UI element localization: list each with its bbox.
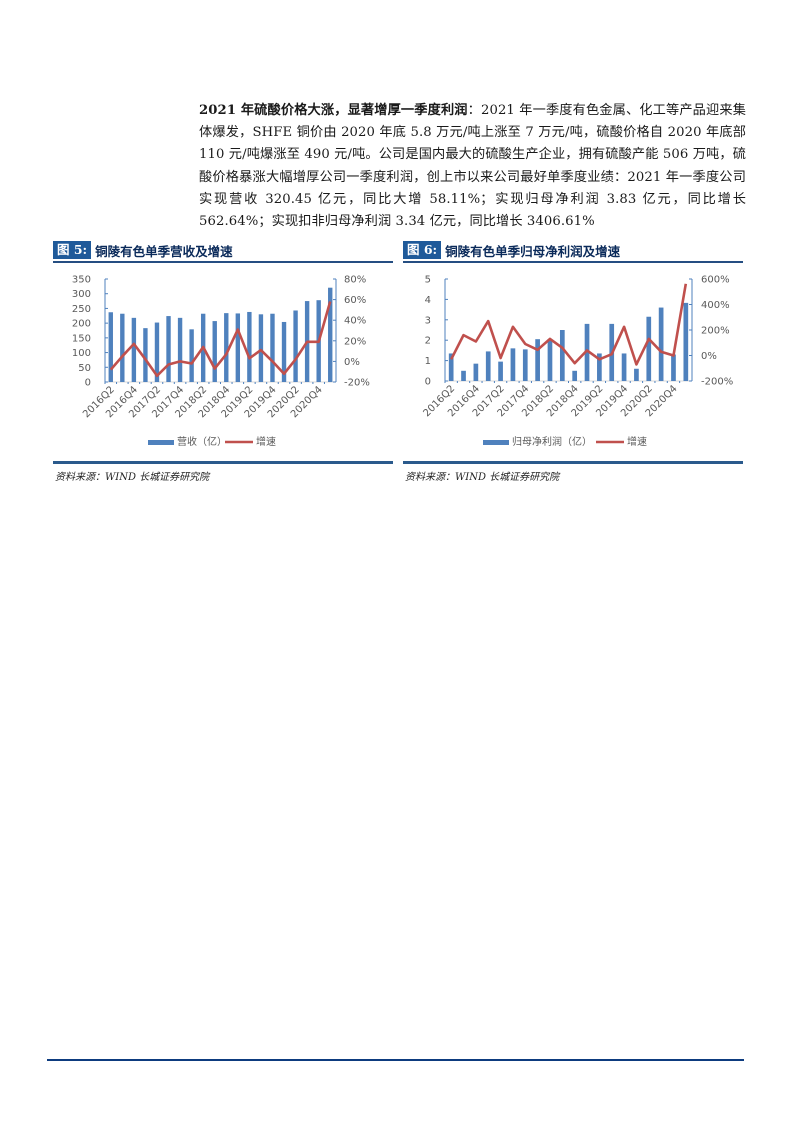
figure-caption: 铜陵有色单季归母净利润及增速 <box>445 243 621 259</box>
bar <box>510 348 516 381</box>
legend: 营收（亿） 增速 <box>148 435 276 448</box>
right-axis-tick-label: 0% <box>701 351 717 362</box>
bar <box>131 317 137 382</box>
left-axis-tick-label: 150 <box>72 333 91 344</box>
legend-line-label: 增速 <box>627 435 647 448</box>
paragraph-body: ：2021 年一季度有色金属、化工等产品迎来集体爆发，SHFE 铜价由 2020… <box>199 103 746 230</box>
bar <box>522 349 528 381</box>
left-axis-tick-label: 1 <box>425 356 431 367</box>
paragraph-lead: 2021 年硫酸价格大涨，显著增厚一季度利润 <box>199 103 468 118</box>
bar <box>559 330 565 381</box>
bar <box>671 354 676 381</box>
net-profit-chart: 0 1 2 3 4 5 -200% 0% 200% 400% 600% 2016Q2 2016Q4 201… <box>403 263 743 461</box>
left-axis-tick-label: 5 <box>425 275 431 286</box>
bar <box>293 310 298 382</box>
right-axis-tick-label: 60% <box>344 295 366 306</box>
x-axis-labels: 2016Q22016Q42017Q22017Q42018Q22018Q42019… <box>421 383 679 419</box>
legend-bar-label: 营收（亿） <box>177 435 227 448</box>
left-axis-tick-label: 200 <box>72 319 91 330</box>
figure-label: 图 6: <box>403 241 442 259</box>
bar <box>646 316 652 381</box>
left-axis-tick-label: 4 <box>425 295 431 306</box>
bar <box>247 311 252 382</box>
bar <box>547 339 553 381</box>
bar <box>120 313 125 382</box>
figure-bottom-rule <box>53 461 393 464</box>
bar <box>535 339 540 381</box>
figure-5-source: 资料来源：WIND 长城证券研究院 <box>55 472 210 483</box>
bar <box>281 321 287 382</box>
legend-bar-swatch <box>483 440 509 445</box>
figure-6: 图 6: 铜陵有色单季归母净利润及增速 0 1 2 3 4 5 -200% 0% 200% 400… <box>403 240 743 464</box>
left-axis-tick-label: 250 <box>72 304 91 315</box>
bar <box>108 312 113 382</box>
bar <box>485 351 491 381</box>
bar <box>448 353 454 381</box>
bar <box>235 313 241 382</box>
bar-series <box>444 302 689 383</box>
right-axis-tick-label: 200% <box>701 326 730 337</box>
left-axis-tick-label: 50 <box>78 363 91 374</box>
figure-5: 图 5: 铜陵有色单季营收及增速 0 50 100 150 200 250 300 350 -2… <box>53 240 393 464</box>
left-axis-tick-label: 0 <box>425 377 431 388</box>
growth-line <box>109 301 332 378</box>
left-axis-tick-label: 100 <box>72 348 91 359</box>
right-axis-tick-label: -200% <box>701 377 733 388</box>
bar-series <box>104 287 333 384</box>
figure-caption: 铜陵有色单季营收及增速 <box>95 243 233 259</box>
revenue-chart: 0 50 100 150 200 250 300 350 -20% 0% 20% 40% 60% 80% 2… <box>53 263 393 461</box>
bar <box>166 316 171 382</box>
bar <box>461 370 466 381</box>
left-axis-tick-label: 350 <box>72 275 91 286</box>
bar <box>258 314 264 382</box>
figure-bottom-rule <box>403 461 743 464</box>
right-axis-tick-label: 20% <box>344 336 366 347</box>
bar <box>154 322 160 382</box>
bar <box>189 329 194 382</box>
figure-label: 图 5: <box>53 241 92 259</box>
left-axis-tick-label: 3 <box>425 315 431 326</box>
right-axis-tick-label: -20% <box>344 378 370 389</box>
right-axis-tick-label: 400% <box>701 300 730 311</box>
chart-svg: 0 50 100 150 200 250 300 350 -20% 0% 20% 40% 60% 80% 2… <box>72 275 370 449</box>
bar <box>143 328 148 382</box>
right-axis-tick-label: 40% <box>344 316 366 327</box>
bar <box>328 287 333 382</box>
summary-paragraph: 2021 年硫酸价格大涨，显著增厚一季度利润：2021 年一季度有色金属、化工等… <box>199 100 746 233</box>
bar <box>621 353 627 381</box>
legend-bar-swatch <box>148 440 174 445</box>
bar <box>212 321 217 382</box>
x-axis-labels: 2016Q22016Q42017Q22017Q42018Q22018Q42019… <box>81 384 325 420</box>
left-axis-tick-label: 300 <box>72 289 91 300</box>
bar <box>177 317 183 382</box>
bar <box>473 363 479 381</box>
right-axis-tick-label: 0% <box>344 357 360 368</box>
bar <box>634 368 639 381</box>
right-axis-tick-label: 80% <box>344 275 366 286</box>
growth-line <box>450 283 688 366</box>
bar <box>224 313 229 382</box>
bar <box>270 313 275 382</box>
bar <box>683 302 689 381</box>
footer-rule <box>47 1059 744 1061</box>
legend-bar-label: 归母净利润（亿） <box>512 435 592 448</box>
figure-top-rule <box>53 261 393 263</box>
legend: 归母净利润（亿） 增速 <box>483 435 647 448</box>
left-axis-tick-label: 2 <box>425 336 431 347</box>
figure-title: 图 6: 铜陵有色单季归母净利润及增速 <box>403 240 743 260</box>
figure-6-source: 资料来源：WIND 长城证券研究院 <box>405 472 560 483</box>
figure-top-rule <box>403 261 743 263</box>
right-axis-tick-label: 600% <box>701 275 730 286</box>
left-axis-tick-label: 0 <box>85 378 91 389</box>
axes: 0 50 100 150 200 250 300 350 -20% 0% 20% 40% 60% 80% <box>72 275 370 389</box>
bar <box>572 370 578 381</box>
bar <box>597 353 602 381</box>
legend-line-label: 增速 <box>256 435 276 448</box>
bar <box>658 307 664 381</box>
figure-title: 图 5: 铜陵有色单季营收及增速 <box>53 240 393 260</box>
chart-svg: 0 1 2 3 4 5 -200% 0% 200% 400% 600% 2016Q22016Q4201… <box>421 275 733 449</box>
bar <box>584 323 590 381</box>
bar <box>498 361 503 381</box>
